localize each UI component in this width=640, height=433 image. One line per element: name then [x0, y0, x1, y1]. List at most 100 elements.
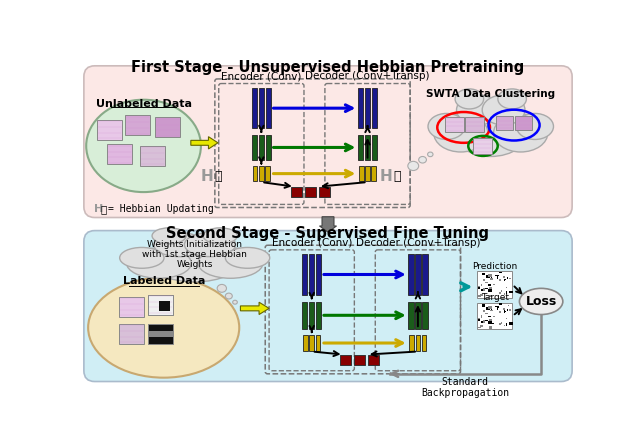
Bar [316, 255, 321, 294]
Text: 🔥: 🔥 [100, 204, 106, 214]
Bar [302, 302, 307, 329]
Ellipse shape [204, 228, 237, 244]
Bar [480, 294, 483, 296]
Bar [499, 279, 501, 281]
Bar [422, 255, 428, 294]
Bar [506, 287, 508, 288]
Bar [480, 325, 483, 327]
Bar [489, 287, 492, 289]
Bar [509, 322, 513, 325]
Text: Labeled Data: Labeled Data [122, 276, 205, 286]
Bar [504, 279, 505, 281]
Bar [485, 288, 488, 289]
Bar [415, 335, 420, 351]
Bar [489, 319, 492, 320]
Bar [483, 288, 484, 291]
Bar [365, 88, 370, 128]
Ellipse shape [408, 162, 419, 171]
Text: SWTA Data Clustering: SWTA Data Clustering [426, 89, 556, 99]
Bar [302, 255, 307, 294]
Text: Loss: Loss [525, 295, 557, 308]
Bar [478, 319, 479, 320]
Bar [503, 308, 506, 310]
Bar [490, 278, 493, 280]
Bar [488, 289, 492, 292]
Bar [493, 284, 495, 285]
Text: Weights Initialization
with 1st stage Hebbian
Weights: Weights Initialization with 1st stage He… [142, 239, 247, 269]
Bar [415, 255, 420, 294]
Text: 🔥: 🔥 [214, 170, 221, 183]
Bar [499, 310, 501, 313]
Ellipse shape [88, 278, 239, 378]
Bar [259, 88, 264, 128]
Bar [499, 272, 502, 273]
Bar [478, 287, 479, 289]
Ellipse shape [419, 156, 426, 163]
Bar [477, 327, 481, 328]
Bar [502, 276, 503, 279]
Bar [148, 294, 173, 314]
Bar [159, 301, 170, 311]
Bar [486, 275, 490, 278]
Ellipse shape [516, 113, 554, 139]
Text: Unlabeled Data: Unlabeled Data [95, 99, 191, 109]
Bar [506, 291, 507, 294]
Bar [252, 88, 257, 128]
Ellipse shape [482, 95, 525, 125]
FancyBboxPatch shape [84, 231, 572, 381]
Bar [485, 313, 488, 314]
Ellipse shape [498, 89, 527, 109]
Bar [499, 304, 502, 305]
Ellipse shape [127, 248, 191, 278]
Text: Target: Target [481, 293, 509, 302]
Bar [97, 120, 122, 140]
Bar [266, 135, 271, 160]
Bar [371, 166, 376, 181]
Ellipse shape [148, 238, 241, 282]
Bar [499, 291, 501, 294]
Ellipse shape [225, 293, 232, 299]
Bar [515, 116, 532, 130]
Bar [422, 302, 428, 329]
Ellipse shape [86, 100, 201, 192]
Bar [506, 323, 507, 326]
Bar [477, 303, 511, 329]
Bar [491, 277, 492, 278]
Text: H: H [380, 169, 392, 184]
Bar [422, 335, 426, 351]
Text: 🔥: 🔥 [393, 170, 401, 183]
Bar [410, 335, 414, 351]
Bar [119, 297, 143, 317]
Polygon shape [191, 137, 218, 149]
Bar [483, 279, 485, 281]
Bar [309, 255, 314, 294]
Ellipse shape [198, 248, 263, 278]
Ellipse shape [455, 89, 484, 109]
Bar [497, 275, 499, 276]
Bar [504, 325, 506, 326]
Text: Second Stage - Supervised Fine Tuning: Second Stage - Supervised Fine Tuning [166, 226, 490, 241]
Bar [408, 302, 413, 329]
Bar [359, 166, 364, 181]
Text: Decoder (Conv+Transp): Decoder (Conv+Transp) [305, 71, 430, 81]
Bar [365, 135, 370, 160]
Bar [355, 355, 365, 365]
Bar [140, 146, 165, 166]
Bar [507, 277, 508, 279]
Bar [490, 310, 493, 311]
Bar [481, 315, 482, 318]
Bar [148, 332, 173, 337]
Bar [259, 135, 264, 160]
Bar [259, 166, 264, 181]
Bar [488, 284, 490, 286]
Ellipse shape [456, 95, 499, 125]
Bar [365, 166, 370, 181]
Bar [482, 273, 486, 275]
Bar [340, 355, 351, 365]
Bar [481, 284, 482, 287]
Text: Decoder (Conv+Transp): Decoder (Conv+Transp) [356, 238, 480, 248]
Bar [408, 255, 413, 294]
Bar [497, 276, 498, 278]
Ellipse shape [217, 284, 227, 292]
Bar [491, 291, 495, 292]
